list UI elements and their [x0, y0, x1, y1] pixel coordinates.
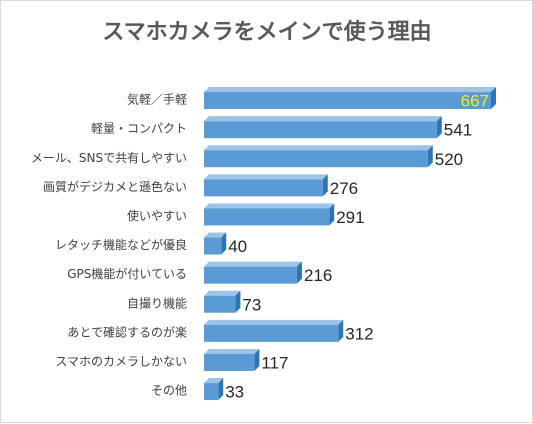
bar-side-face: [436, 116, 442, 139]
bar-side-face: [235, 290, 241, 313]
bar-top-face: [204, 290, 241, 296]
category-label: GPS機能が付いている: [67, 266, 187, 281]
bar-front-face: [204, 266, 297, 284]
bar: [204, 319, 344, 342]
bar: [204, 116, 442, 139]
value-label: 667: [461, 92, 489, 111]
value-label: 276: [330, 179, 358, 198]
bar-top-face: [204, 378, 224, 384]
bar-side-face: [254, 348, 260, 371]
category-label: 自撮り機能: [127, 295, 187, 310]
bar-top-face: [204, 319, 344, 325]
bar-front-face: [204, 353, 255, 371]
bars-group: 気軽／手軽 667 軽量・コンパクト 541 メール、SNSで共有しやすい 520 画質がデ…: [31, 87, 496, 402]
value-label: 312: [345, 324, 373, 343]
bar-front-face: [204, 179, 323, 197]
bar: [204, 232, 227, 255]
bar: [204, 378, 224, 401]
value-label: 40: [228, 237, 247, 256]
bar: [204, 145, 433, 168]
bar-front-face: [204, 92, 491, 110]
bar-side-face: [322, 174, 328, 197]
value-label: 520: [435, 150, 463, 169]
bar-front-face: [204, 324, 339, 342]
bar-top-face: [204, 174, 328, 180]
category-label: 軽量・コンパクト: [91, 122, 187, 136]
bar-top-face: [204, 116, 442, 122]
bar-front-face: [204, 237, 222, 255]
bar-top-face: [204, 232, 227, 238]
bar: [204, 261, 302, 284]
bar-front-face: [204, 208, 330, 226]
bar-side-face: [218, 378, 224, 401]
category-label: メール、SNSで共有しやすい: [31, 151, 187, 165]
chart-title: スマホカメラをメインで使う理由: [102, 20, 431, 45]
bar: [204, 203, 335, 226]
bar-front-face: [204, 150, 428, 168]
value-label: 117: [261, 353, 288, 372]
bar-side-face: [329, 203, 335, 226]
value-label: 291: [336, 208, 364, 227]
bar-top-face: [204, 203, 335, 209]
bar-front-face: [204, 383, 219, 401]
bar: [204, 87, 496, 110]
category-label: 使いやすい: [127, 208, 187, 223]
category-label: 画質がデジカメと遜色ない: [43, 179, 187, 194]
bar-side-face: [296, 261, 302, 284]
bar-side-face: [491, 87, 496, 110]
value-label: 216: [304, 266, 332, 285]
bar-top-face: [204, 261, 302, 267]
category-label: レタッチ機能などが優良: [55, 237, 187, 252]
bar-top-face: [204, 87, 496, 93]
value-label: 33: [225, 383, 244, 402]
bar-side-face: [427, 145, 433, 168]
category-label: あとで確認するのが楽: [67, 324, 187, 339]
bar-front-face: [204, 121, 437, 139]
bar-side-face: [338, 319, 344, 342]
bar-top-face: [204, 145, 433, 151]
bar: [204, 348, 260, 371]
value-label: 541: [444, 121, 472, 140]
category-label: スマホのカメラしかない: [55, 354, 187, 368]
bar-front-face: [204, 295, 236, 313]
category-label: 気軽／手軽: [127, 92, 187, 107]
bar-side-face: [221, 232, 227, 255]
category-label: その他: [151, 384, 187, 398]
bar-top-face: [204, 348, 260, 354]
bar: [204, 290, 241, 313]
bar: [204, 174, 328, 197]
value-label: 73: [242, 295, 261, 314]
